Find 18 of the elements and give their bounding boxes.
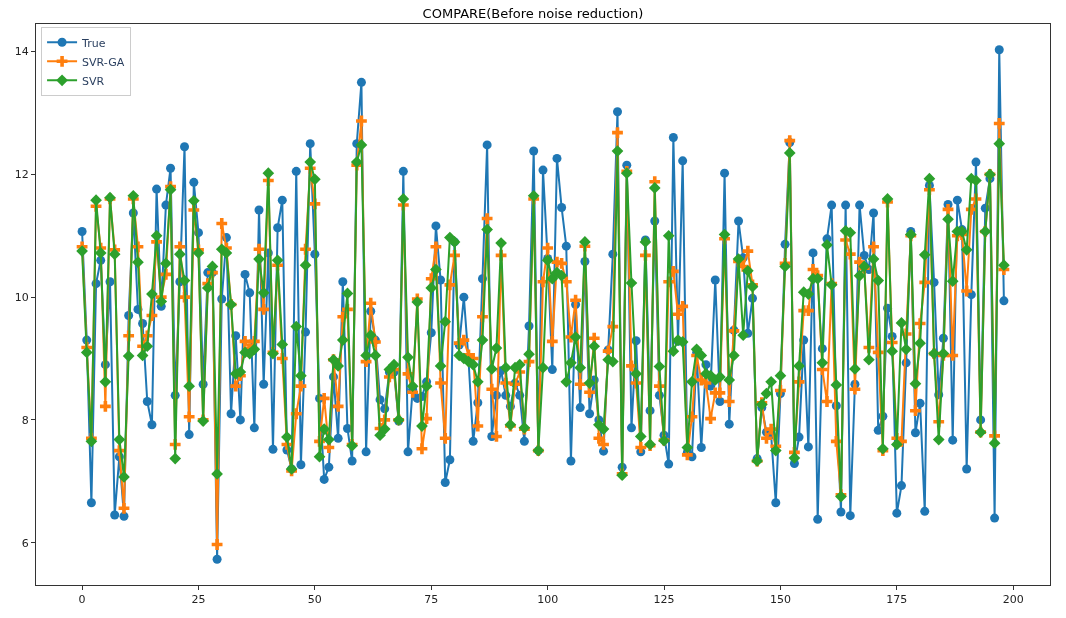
legend-label: True [81, 36, 106, 50]
legend-label: SVR-GA [82, 55, 125, 69]
x-tick-label: 75 [424, 593, 439, 607]
x-tick-label: 0 [78, 593, 86, 607]
x-tick-label: 100 [537, 593, 559, 607]
y-tick-label: 6 [21, 536, 29, 550]
y-tick-label: 8 [21, 413, 29, 427]
legend-label: SVR [82, 74, 105, 88]
y-tick-label: 10 [14, 290, 29, 304]
x-tick-label: 50 [307, 593, 322, 607]
x-tick-label: 175 [886, 593, 908, 607]
y-tick-label: 14 [14, 45, 29, 59]
x-tick-label: 125 [653, 593, 675, 607]
x-tick-label: 150 [769, 593, 791, 607]
y-tick-label: 12 [14, 168, 29, 182]
x-tick-label: 25 [191, 593, 206, 607]
chart-title: COMPARE(Before noise reduction) [422, 6, 644, 22]
x-tick-label: 200 [1002, 593, 1024, 607]
